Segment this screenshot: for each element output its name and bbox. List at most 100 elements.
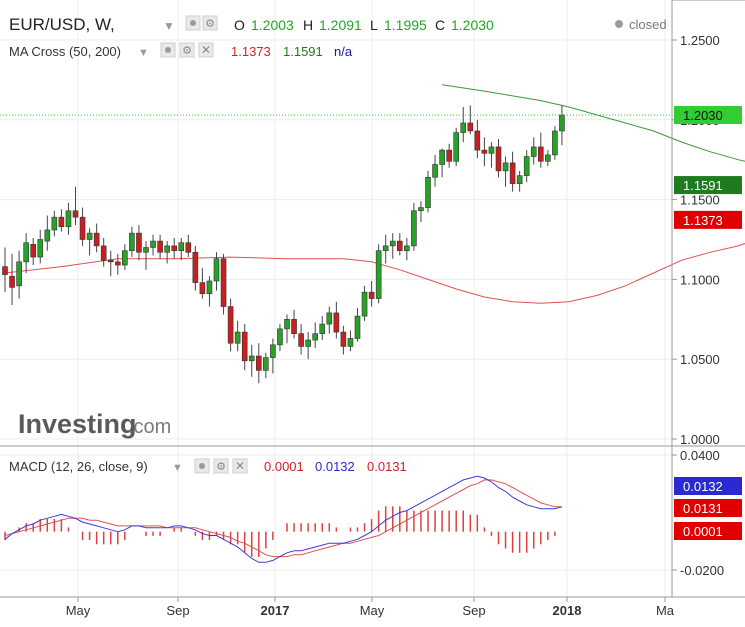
candle-body-up	[382, 245, 389, 251]
ma-close-icon[interactable]	[198, 42, 214, 58]
candle-body-up	[354, 315, 361, 339]
candle-body-up	[411, 210, 417, 247]
macd-indicator-label[interactable]: MACD (12, 26, close, 9)	[9, 459, 148, 474]
candle-body-down	[9, 275, 15, 288]
time-axis[interactable]: May Sep 2017 May Sep 2018 Ma	[66, 597, 675, 618]
candle	[164, 241, 170, 264]
candle-body-up	[164, 245, 170, 253]
candle	[552, 126, 558, 160]
candle	[93, 223, 100, 253]
ma-menu-chevron-icon[interactable]: ▼	[138, 47, 149, 59]
candle-body-down	[446, 149, 452, 162]
candle-body-down	[298, 333, 304, 347]
ma-close-icon-glyph: ✕	[201, 43, 211, 57]
macd-signal-value: 0.0131	[367, 459, 407, 474]
candle-body-up	[86, 232, 93, 240]
candle-body-down	[192, 251, 199, 283]
ma-value-na: n/a	[334, 44, 353, 59]
macd-price-tag: 0.0132	[674, 477, 742, 495]
candle-body-down	[495, 146, 502, 172]
ma50-series	[442, 84, 745, 162]
candle-body-up	[375, 250, 382, 299]
candle-body-up	[545, 154, 551, 162]
candle-body-down	[481, 149, 488, 154]
signal-price-tag-bg	[674, 499, 742, 517]
macd-gear-icon[interactable]	[213, 458, 229, 474]
candle-body-down	[241, 331, 248, 362]
eye-icon-pupil	[190, 20, 196, 26]
candle	[389, 233, 396, 259]
candle-body-up	[129, 232, 135, 251]
signal-price-tag-text: 0.0131	[683, 501, 723, 516]
candle	[537, 132, 544, 168]
histogram-price-tag-text: 0.0001	[683, 524, 723, 539]
macd-axis[interactable]: 0.0400 -0.0200	[672, 448, 724, 578]
macd-pane-gridlines	[0, 446, 672, 597]
candle	[361, 285, 368, 321]
candle-body-up	[502, 162, 509, 172]
candle	[467, 105, 474, 135]
candle	[65, 202, 72, 235]
macd-eye-icon-pupil	[199, 463, 205, 469]
candle-body-down	[58, 216, 65, 228]
ma-settings-icons[interactable]: ⚙ ✕	[160, 42, 214, 58]
candle	[284, 314, 290, 344]
candle-body-down	[467, 122, 474, 132]
candle-body-down	[93, 232, 100, 247]
ma-gear-icon[interactable]	[179, 42, 195, 58]
macd-close-icon-glyph: ✕	[235, 459, 245, 473]
last-price-tag-bg	[674, 106, 742, 125]
time-axis-tick-label: Sep	[462, 603, 485, 618]
candle-body-up	[488, 146, 495, 154]
candle	[150, 234, 156, 256]
time-axis-tick-label: Ma	[656, 603, 675, 618]
candle	[291, 309, 297, 339]
candle	[206, 276, 213, 307]
macd-menu-chevron-icon[interactable]: ▼	[172, 462, 183, 474]
candle	[263, 352, 269, 379]
candle-body-up	[263, 357, 269, 371]
ma-indicator-label[interactable]: MA Cross (50, 200)	[9, 44, 121, 59]
close-label: C	[435, 17, 445, 33]
candle-body-down	[474, 130, 481, 151]
time-axis-tick-label: 2018	[553, 603, 582, 618]
symbol-menu-chevron-icon[interactable]: ▼	[163, 19, 175, 33]
market-status: closed	[629, 17, 667, 32]
candle-body-down	[79, 216, 86, 240]
candle	[368, 280, 375, 307]
main-pane-gridlines	[0, 0, 672, 446]
candle-body-up	[23, 242, 29, 263]
symbol-title[interactable]: EUR/USD, W,	[9, 15, 115, 34]
ma-legend: MA Cross (50, 200) ▼ ⚙ ✕ 1.1373 1.1591 n…	[9, 42, 353, 59]
candle-body-up	[312, 333, 319, 341]
candle	[432, 154, 438, 187]
macd-line	[4, 475, 563, 563]
candle	[425, 170, 431, 213]
candle	[559, 105, 565, 146]
candle	[354, 308, 361, 342]
ma-value-green: 1.1591	[283, 44, 323, 59]
open-label: O	[234, 17, 245, 33]
candle	[30, 237, 37, 266]
histogram-price-tag: 0.0001	[674, 522, 742, 540]
time-axis-tick-label: May	[66, 603, 91, 618]
ma200-series	[4, 243, 745, 304]
candle	[234, 320, 241, 352]
legend-settings-icons[interactable]: ⚙	[185, 15, 218, 31]
candle	[115, 253, 121, 275]
price-axis-tick-label: 1.0000	[680, 432, 720, 447]
candle	[241, 324, 248, 371]
gear-icon[interactable]	[202, 15, 218, 31]
candle-body-up	[277, 328, 283, 346]
macd-path	[4, 475, 563, 563]
candle-body-up	[51, 216, 58, 231]
candle	[439, 148, 445, 178]
candle	[340, 325, 347, 355]
candle	[157, 234, 163, 259]
macd-close-icon[interactable]	[232, 458, 248, 474]
candle-body-up	[418, 207, 424, 212]
macd-settings-icons[interactable]: ⚙ ✕	[194, 458, 248, 474]
investing-watermark: Investing .com	[18, 409, 171, 439]
